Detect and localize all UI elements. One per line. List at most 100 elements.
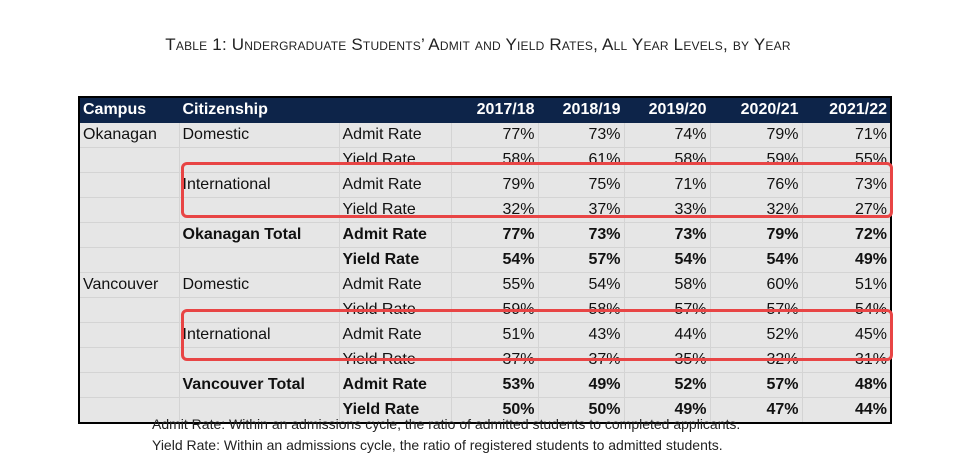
value-cell: 73% [538, 222, 625, 248]
value-cell: 54% [538, 272, 625, 298]
value-cell: 44% [624, 322, 711, 348]
table-row: International Admit Rate 79% 75% 71% 76% 73% [79, 172, 892, 198]
value-cell: 57% [538, 247, 625, 273]
measure-cell: Admit Rate [339, 322, 452, 348]
measure-cell: Admit Rate [339, 272, 452, 298]
value-cell: 53% [451, 372, 539, 398]
value-cell: 49% [802, 247, 892, 273]
citizenship-cell [179, 297, 340, 323]
value-cell: 57% [710, 372, 803, 398]
table-row: Yield Rate 37% 37% 35% 32% 31% [79, 347, 892, 373]
table-title: Table 1: Undergraduate Students’ Admit a… [165, 35, 791, 54]
value-cell: 58% [624, 147, 711, 173]
value-cell: 51% [451, 322, 539, 348]
value-cell: 32% [451, 197, 539, 223]
column-header: 2017/18 [451, 97, 539, 123]
value-cell: 71% [802, 122, 892, 148]
value-cell: 55% [802, 147, 892, 173]
citizenship-cell [179, 347, 340, 373]
table-row: Yield Rate 50% 50% 49% 47% 44% [79, 397, 892, 424]
value-cell: 33% [624, 197, 711, 223]
measure-cell: Yield Rate [339, 397, 452, 424]
campus-cell [79, 297, 180, 323]
citizenship-cell [179, 247, 340, 273]
value-cell: 50% [451, 397, 539, 424]
admit-yield-table: Campus Citizenship 2017/18 2018/19 2019/20 20… [78, 96, 892, 424]
value-cell: 49% [538, 372, 625, 398]
measure-cell: Yield Rate [339, 297, 452, 323]
value-cell: 37% [538, 197, 625, 223]
value-cell: 37% [538, 347, 625, 373]
campus-cell: Okanagan [79, 122, 180, 148]
value-cell: 61% [538, 147, 625, 173]
value-cell: 73% [538, 122, 625, 148]
table-row: Vancouver Domestic Admit Rate 55% 54% 58% 60% 5… [79, 272, 892, 298]
table-row: Yield Rate 54% 57% 54% 54% 49% [79, 247, 892, 273]
measure-cell: Yield Rate [339, 197, 452, 223]
measure-cell: Yield Rate [339, 347, 452, 373]
citizenship-cell: Domestic [179, 272, 340, 298]
campus-cell [79, 247, 180, 273]
value-cell: 31% [802, 347, 892, 373]
campus-cell [79, 322, 180, 348]
measure-cell: Yield Rate [339, 247, 452, 273]
column-header: Citizenship [179, 97, 340, 123]
citizenship-cell [179, 397, 340, 424]
value-cell: 76% [710, 172, 803, 198]
citizenship-cell: International [179, 172, 340, 198]
citizenship-cell [179, 197, 340, 223]
table-row: Yield Rate 32% 37% 33% 32% 27% [79, 197, 892, 223]
value-cell: 59% [451, 297, 539, 323]
measure-cell: Admit Rate [339, 122, 452, 148]
value-cell: 52% [710, 322, 803, 348]
campus-cell [79, 372, 180, 398]
value-cell: 54% [451, 247, 539, 273]
column-header: 2020/21 [710, 97, 803, 123]
measure-cell: Admit Rate [339, 172, 452, 198]
table-row: Yield Rate 58% 61% 58% 59% 55% [79, 147, 892, 173]
citizenship-cell: Okanagan Total [179, 222, 340, 248]
value-cell: 71% [624, 172, 711, 198]
column-header: 2021/22 [802, 97, 892, 123]
campus-cell [79, 197, 180, 223]
citizenship-cell: Vancouver Total [179, 372, 340, 398]
table-row: Vancouver Total Admit Rate 53% 49% 52% 57% 48% [79, 372, 892, 398]
campus-cell [79, 172, 180, 198]
footnote-admit-rate: Admit Rate: Within an admissions cycle, … [152, 416, 741, 432]
value-cell: 57% [710, 297, 803, 323]
value-cell: 54% [710, 247, 803, 273]
citizenship-cell: International [179, 322, 340, 348]
value-cell: 32% [710, 347, 803, 373]
value-cell: 58% [538, 297, 625, 323]
table-row: Okanagan Domestic Admit Rate 77% 73% 74% 79% 71… [79, 122, 892, 148]
value-cell: 32% [710, 197, 803, 223]
campus-cell: Vancouver [79, 272, 180, 298]
measure-cell: Admit Rate [339, 222, 452, 248]
value-cell: 73% [802, 172, 892, 198]
table-row: International Admit Rate 51% 43% 44% 52% 45% [79, 322, 892, 348]
citizenship-cell: Domestic [179, 122, 340, 148]
value-cell: 35% [624, 347, 711, 373]
value-cell: 54% [802, 297, 892, 323]
value-cell: 51% [802, 272, 892, 298]
value-cell: 74% [624, 122, 711, 148]
column-header: 2019/20 [624, 97, 711, 123]
value-cell: 59% [710, 147, 803, 173]
value-cell: 72% [802, 222, 892, 248]
value-cell: 55% [451, 272, 539, 298]
value-cell: 77% [451, 122, 539, 148]
value-cell: 75% [538, 172, 625, 198]
campus-cell [79, 147, 180, 173]
table-row: Okanagan Total Admit Rate 77% 73% 73% 79% 72% [79, 222, 892, 248]
value-cell: 79% [710, 122, 803, 148]
column-header [339, 97, 452, 123]
value-cell: 60% [710, 272, 803, 298]
citizenship-cell [179, 147, 340, 173]
value-cell: 79% [451, 172, 539, 198]
value-cell: 77% [451, 222, 539, 248]
value-cell: 73% [624, 222, 711, 248]
value-cell: 43% [538, 322, 625, 348]
campus-cell [79, 347, 180, 373]
value-cell: 47% [710, 397, 803, 424]
footnote-yield-rate: Yield Rate: Within an admissions cycle, … [152, 437, 723, 453]
